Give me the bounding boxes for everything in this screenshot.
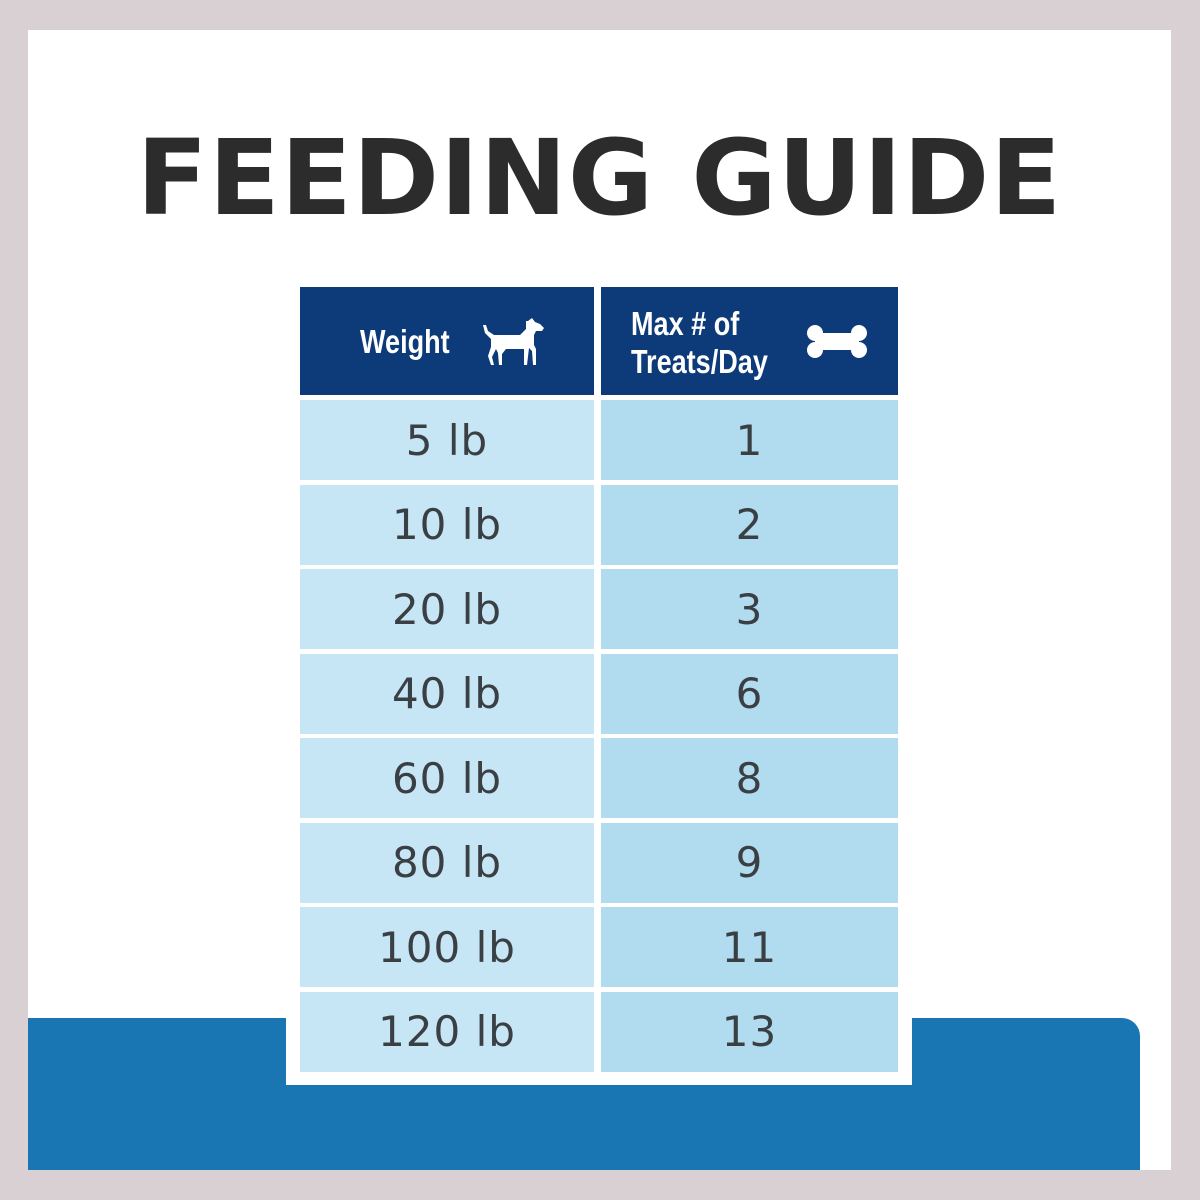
bone-icon	[807, 325, 867, 358]
header-treats: Max # of Treats/Day	[601, 287, 898, 395]
treats-cell: 13	[601, 991, 898, 1072]
treats-cell: 6	[601, 653, 898, 734]
header-weight: Weight	[300, 287, 594, 395]
table-header: Weight Max # of Treats/Day	[300, 287, 898, 395]
header-weight-label: Weight	[360, 323, 450, 360]
weight-cell: 80 lb	[300, 822, 594, 903]
table-row: 20 lb 3	[300, 569, 898, 649]
weight-cell: 40 lb	[300, 653, 594, 734]
table-row: 40 lb 6	[300, 653, 898, 734]
weight-cell: 5 lb	[300, 400, 594, 480]
table-row: 60 lb 8	[300, 738, 898, 818]
weight-cell: 100 lb	[300, 907, 594, 987]
table-row: 5 lb 1	[300, 400, 898, 480]
feeding-guide-panel: FEEDING GUIDE Weight Max # of Treats/Day	[28, 30, 1171, 1170]
treats-cell: 8	[601, 738, 898, 818]
weight-cell: 60 lb	[300, 738, 594, 818]
weight-cell: 20 lb	[300, 569, 594, 649]
page-title: FEEDING GUIDE	[136, 117, 1063, 239]
weight-cell: 10 lb	[300, 484, 594, 565]
table-body: 5 lb 1 10 lb 2 20 lb 3 40 lb 6 60 lb 8 8…	[300, 400, 898, 1076]
weight-cell: 120 lb	[300, 991, 594, 1072]
treats-cell: 1	[601, 400, 898, 480]
feeding-table: Weight Max # of Treats/Day	[286, 285, 912, 1085]
table-row: 80 lb 9	[300, 822, 898, 903]
treats-cell: 9	[601, 822, 898, 903]
table-row: 10 lb 2	[300, 484, 898, 565]
treats-cell: 3	[601, 569, 898, 649]
treats-cell: 11	[601, 907, 898, 987]
header-treats-label: Max # of Treats/Day	[631, 305, 768, 380]
treats-cell: 2	[601, 484, 898, 565]
table-row: 120 lb 13	[300, 991, 898, 1072]
table-row: 100 lb 11	[300, 907, 898, 987]
dog-icon	[483, 318, 544, 365]
